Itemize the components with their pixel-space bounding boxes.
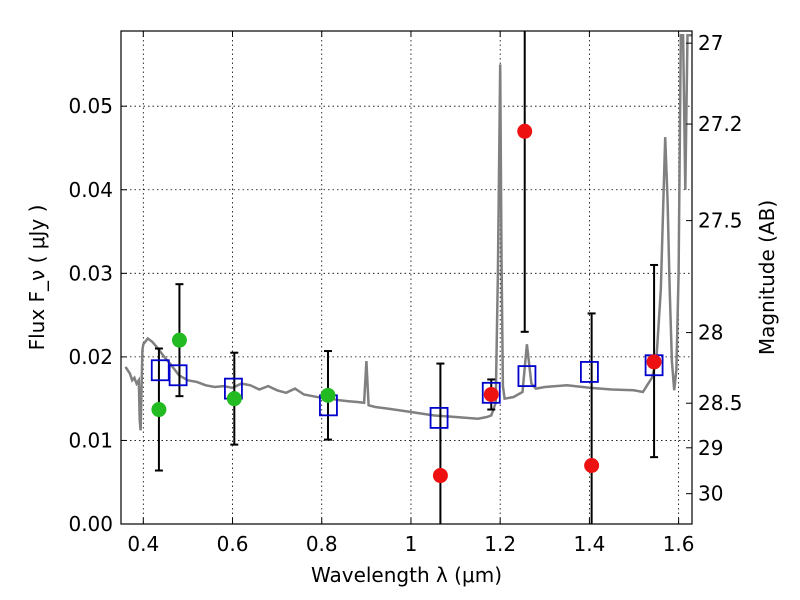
errorbar-layer [154, 31, 659, 524]
low-significance-point [483, 386, 499, 402]
y-tick-label: 0.01 [68, 428, 113, 452]
mag-tick-label: 29 [698, 436, 723, 460]
x-tick-label: 0.6 [217, 532, 249, 556]
model-spectrum-line [124, 33, 692, 431]
y-tick-label: 0.05 [68, 94, 113, 118]
model-flux-layer [150, 354, 664, 429]
model-flux-square [517, 365, 537, 388]
ticks-layer: 0.4 0.6 0.8 1 1.2 1.4 1.6 0.00 0.01 0.02 0.03 0.04 0… [68, 31, 743, 556]
mag-tick-label: 27.5 [698, 209, 743, 233]
mag-tick-label: 27 [698, 31, 723, 55]
grid-layer [121, 31, 692, 525]
y-axis-label: Flux F_ν ( μJy ) [25, 205, 49, 351]
low-significance-point [646, 354, 662, 370]
plot-frame [120, 30, 693, 525]
detection-point [171, 332, 187, 348]
x-tick-label: 1.6 [663, 532, 695, 556]
mag-tick-label: 28.5 [698, 391, 743, 415]
mag-tick-label: 28 [698, 321, 723, 345]
y-tick-label: 0.03 [68, 261, 113, 285]
x-tick-label: 1.4 [573, 532, 605, 556]
detection-point [320, 387, 336, 403]
y-tick-label: 0.02 [68, 345, 113, 369]
detection-point [151, 402, 167, 418]
model-spectrum-layer [124, 33, 692, 431]
low-significance-point [432, 468, 448, 484]
x-tick-label: 0.8 [306, 532, 338, 556]
y2-axis-label: Magnitude (AB) [755, 200, 779, 355]
photometry-layer [151, 123, 662, 484]
x-axis-label: Wavelength λ (μm) [311, 563, 502, 587]
model-flux-square [579, 361, 599, 383]
y-tick-label: 0.04 [68, 178, 113, 202]
x-tick-label: 1 [405, 532, 418, 556]
low-significance-point [584, 458, 600, 474]
mag-tick-label: 27.2 [698, 112, 743, 136]
model-flux-square [429, 406, 449, 429]
mag-tick-label: 30 [698, 482, 723, 506]
low-significance-point [517, 123, 533, 139]
y-tick-label: 0.00 [68, 512, 113, 536]
model-flux-square [481, 381, 501, 404]
model-flux-square [168, 364, 188, 387]
x-tick-label: 1.2 [484, 532, 516, 556]
model-flux-square [150, 359, 170, 382]
detection-point [226, 391, 242, 407]
x-tick-label: 0.4 [127, 532, 159, 556]
